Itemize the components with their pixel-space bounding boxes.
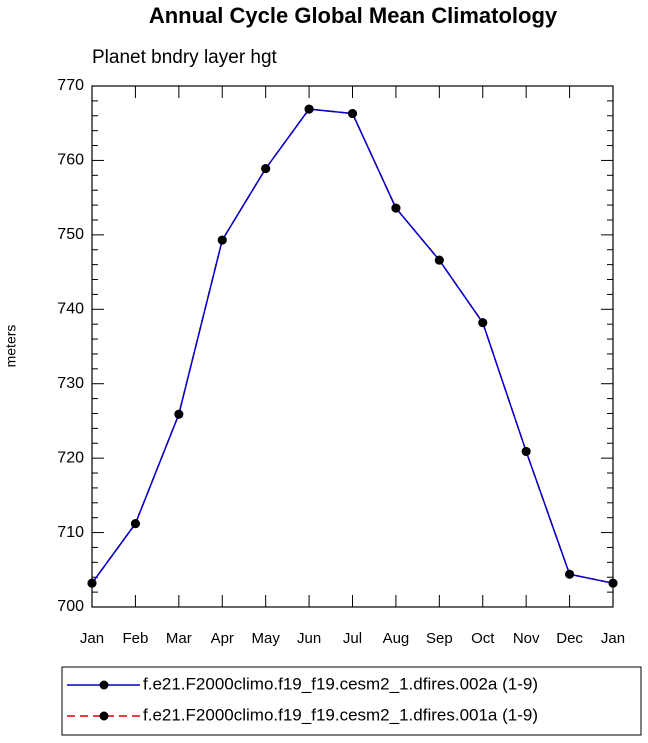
x-tick-label: Mar: [166, 630, 192, 647]
plot-frame: [91, 85, 614, 608]
legend-marker: [99, 711, 109, 721]
legend-box: [61, 666, 642, 736]
x-tick-label: Oct: [471, 630, 495, 647]
data-point: [608, 578, 618, 588]
y-tick-label: 730: [57, 375, 84, 392]
y-tick-label: 720: [57, 449, 84, 466]
x-tick-label: Dec: [556, 630, 583, 647]
data-point: [434, 255, 444, 265]
data-point: [521, 446, 531, 456]
legend-marker: [99, 680, 109, 690]
y-tick-label: 750: [57, 226, 84, 243]
x-tick-label: Jul: [343, 630, 362, 647]
data-point: [391, 203, 401, 213]
x-tick-label: May: [251, 630, 280, 647]
data-point: [478, 318, 488, 328]
series-line: [91, 108, 614, 584]
data-point: [261, 164, 271, 174]
data-point: [565, 569, 575, 579]
x-tick-label: Jan: [80, 630, 104, 647]
chart-title: Annual Cycle Global Mean Climatology: [149, 3, 558, 28]
x-tick-label: Apr: [211, 630, 234, 647]
y-tick-label: 740: [57, 301, 84, 318]
x-tick-label: Aug: [383, 630, 410, 647]
data-point: [87, 578, 97, 588]
x-tick-label: Jan: [601, 630, 625, 647]
x-tick-label: Nov: [513, 630, 540, 647]
series-line: [91, 108, 614, 584]
legend-label: f.e21.F2000climo.f19_f19.cesm2_1.dfires.…: [143, 705, 538, 724]
y-tick-label: 700: [57, 598, 84, 615]
y-tick-label: 710: [57, 524, 84, 541]
legend-label: f.e21.F2000climo.f19_f19.cesm2_1.dfires.…: [143, 674, 538, 693]
data-point: [130, 519, 140, 529]
y-axis-label: meters: [3, 325, 19, 368]
data-point: [174, 409, 184, 419]
x-tick-label: Jun: [297, 630, 321, 647]
y-tick-label: 770: [57, 77, 84, 94]
data-point: [304, 104, 314, 114]
chart-subtitle: Planet bndry layer hgt: [92, 47, 278, 68]
x-tick-label: Feb: [122, 630, 148, 647]
data-point: [348, 109, 357, 119]
data-point: [217, 235, 227, 245]
y-tick-label: 760: [57, 152, 84, 169]
x-tick-label: Sep: [426, 630, 453, 647]
